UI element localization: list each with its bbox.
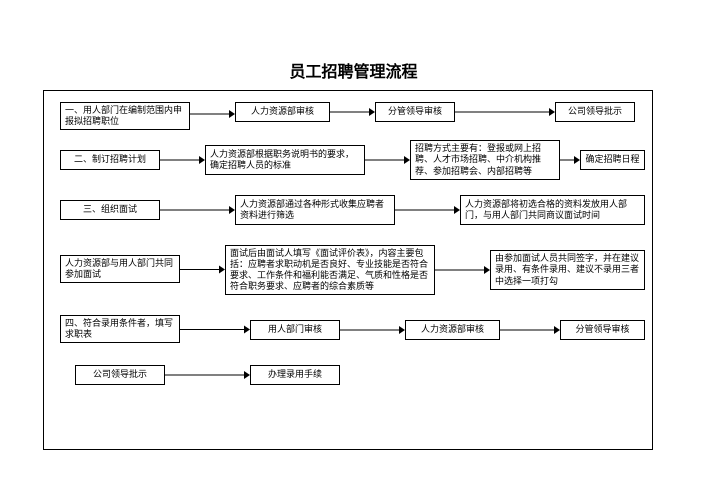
flow-node-r6a: 公司领导批示 — [75, 365, 165, 385]
flow-node-label: 人力资源部将初选合格的资料发放用人部门，与用人部门共同商议面试时间 — [465, 199, 640, 222]
flow-node-r5d: 分管领导审核 — [560, 320, 645, 340]
flow-node-label: 分管领导审核 — [388, 106, 442, 117]
flow-node-r1c: 分管领导审核 — [375, 102, 455, 122]
flow-node-label: 人力资源部审核 — [251, 106, 314, 117]
flow-node-label: 人力资源部通过各种形式收集应聘者资料进行筛选 — [240, 199, 390, 222]
flow-node-r1d: 公司领导批示 — [555, 102, 635, 122]
flow-node-label: 确定招聘日程 — [585, 154, 639, 165]
flow-node-label: 二、制订招聘计划 — [74, 154, 146, 165]
flow-node-r2a: 二、制订招聘计划 — [60, 150, 160, 170]
flow-node-r2d: 确定招聘日程 — [580, 150, 645, 170]
flow-node-label: 三、组织面试 — [83, 204, 137, 215]
flow-node-r4b: 面试后由面试人填写《面试评价表》，内容主要包括：应聘者求职动机是否良好、专业技能… — [225, 245, 435, 295]
flow-node-label: 分管领导审核 — [575, 324, 629, 335]
flow-node-r5b: 用人部门审核 — [250, 320, 340, 340]
flowchart-page: 员工招聘管理流程 一、用人部门在编制范围内申报拟招聘职位人力资源部审核分管领导审… — [0, 0, 707, 500]
flow-node-label: 公司领导批示 — [93, 369, 147, 380]
flow-node-r3a: 三、组织面试 — [60, 200, 160, 220]
flow-node-label: 人力资源部审核 — [421, 324, 484, 335]
flow-node-label: 用人部门审核 — [268, 324, 322, 335]
flow-node-r1a: 一、用人部门在编制范围内申报拟招聘职位 — [60, 102, 190, 130]
flow-node-r5a: 四、符合录用条件者，填写求职表 — [60, 315, 180, 343]
flow-node-r4c: 由参加面试人员共同签字，并在建议录用、有条件录用、建议不录用三者中选择一项打勾 — [490, 250, 645, 290]
flow-node-label: 四、符合录用条件者，填写求职表 — [65, 318, 175, 341]
flow-node-label: 招聘方式主要有：登报或网上招聘、人才市场招聘、中介机构推荐、参加招聘会、内部招聘… — [415, 143, 555, 177]
page-title: 员工招聘管理流程 — [0, 58, 707, 82]
flow-node-r5c: 人力资源部审核 — [405, 320, 500, 340]
flow-node-label: 面试后由面试人填写《面试评价表》，内容主要包括：应聘者求职动机是否良好、专业技能… — [230, 248, 430, 293]
flow-node-label: 公司领导批示 — [568, 106, 622, 117]
flow-node-label: 由参加面试人员共同签字，并在建议录用、有条件录用、建议不录用三者中选择一项打勾 — [495, 253, 640, 287]
flow-node-label: 一、用人部门在编制范围内申报拟招聘职位 — [65, 105, 185, 128]
flow-node-r3b: 人力资源部通过各种形式收集应聘者资料进行筛选 — [235, 195, 395, 225]
flow-node-r2c: 招聘方式主要有：登报或网上招聘、人才市场招聘、中介机构推荐、参加招聘会、内部招聘… — [410, 140, 560, 180]
flow-node-r2b: 人力资源部根据职务说明书的要求，确定招聘人员的标准 — [205, 145, 365, 175]
flow-node-label: 人力资源部根据职务说明书的要求，确定招聘人员的标准 — [210, 149, 360, 172]
flow-node-r6b: 办理录用手续 — [250, 365, 340, 385]
flow-node-r3c: 人力资源部将初选合格的资料发放用人部门，与用人部门共同商议面试时间 — [460, 195, 645, 225]
flow-node-r1b: 人力资源部审核 — [235, 102, 330, 122]
flow-node-label: 办理录用手续 — [268, 369, 322, 380]
flow-node-r4a: 人力资源部与用人部门共同参加面试 — [60, 255, 180, 283]
flow-node-label: 人力资源部与用人部门共同参加面试 — [65, 258, 175, 281]
